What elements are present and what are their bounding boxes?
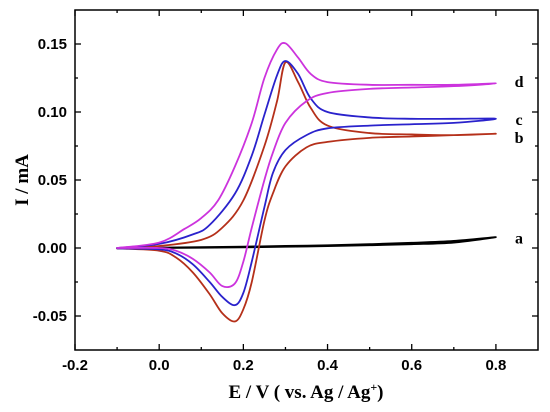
x-tick-label: 0.4: [317, 357, 339, 374]
series-line-a: [116, 236, 497, 250]
y-axis-title: I / mA: [12, 154, 33, 206]
y-tick-label: 0.15: [38, 36, 67, 53]
x-tick-label: 0.6: [401, 357, 422, 374]
series-line-d: [116, 41, 497, 288]
y-tick-label: 0.05: [38, 172, 67, 189]
curve-label-b: b: [515, 130, 524, 147]
curve-label-a: a: [515, 230, 523, 247]
y-tick-label: 0.00: [38, 240, 67, 257]
x-axis-title-suffix: ): [377, 382, 383, 403]
curve-label-c: c: [516, 112, 523, 129]
x-tick-label: 0.0: [149, 357, 170, 374]
series-line-c: [116, 60, 497, 307]
x-tick-label: 0.8: [485, 357, 506, 374]
axis-ticks-group: -0.2 0.0 0.2 0.4 0.6 0.8 -0.05 0.00 0.05 0.10 0.15: [33, 10, 538, 374]
x-axis-title-main: E / V ( vs. Ag / Ag: [228, 382, 370, 403]
y-tick-label: 0.10: [38, 104, 67, 121]
series-line-b: [116, 61, 497, 323]
x-axis-title: E / V ( vs. Ag / Ag+): [228, 380, 383, 403]
x-tick-label: 0.2: [233, 357, 254, 374]
curve-labels-group: a bc d: [515, 74, 524, 247]
x-axis-title-superscript: +: [370, 380, 377, 394]
x-tick-label: -0.2: [62, 357, 88, 374]
curves-group: [116, 41, 497, 323]
plot-frame: [74, 9, 539, 351]
y-tick-label: -0.05: [33, 308, 67, 325]
curve-label-d: d: [515, 74, 524, 91]
